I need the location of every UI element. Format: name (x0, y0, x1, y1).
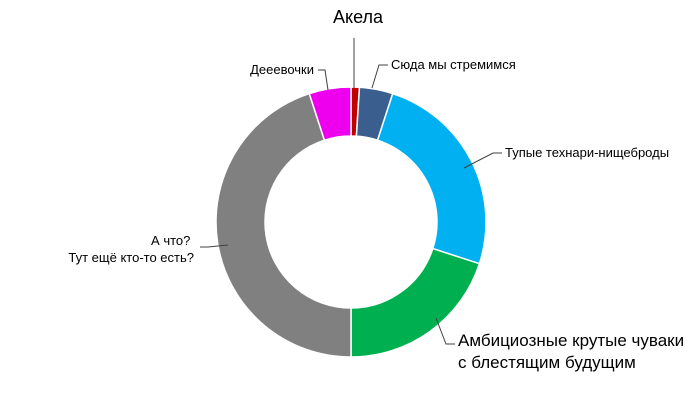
leader-line-tupye (463, 152, 502, 169)
donut-slices (215, 86, 487, 358)
leader-lines (200, 38, 502, 345)
label-tupye-tekhnari: Тупые технари-нищеброды (505, 145, 669, 160)
label-ambitsioznye-chuvaki: Амбициозные крутые чуваки с блестящим бу… (458, 331, 689, 372)
label-a-chto: А что? Тут ещё кто-то есть? (68, 233, 194, 265)
leader-line-ambitsioznye (435, 317, 455, 345)
donut-slice-5 (308, 86, 352, 142)
donut-slice-4 (215, 92, 352, 358)
label-akela: Акела (333, 7, 384, 27)
leader-line-a-chto (200, 244, 229, 248)
leader-line-syuda (371, 64, 388, 89)
donut-slice-2 (376, 92, 487, 265)
label-syuda-my-stremimsya: Сюда мы стремимся (391, 57, 516, 72)
label-deeevochki: Дееевочки (250, 62, 314, 77)
leader-line-deeevochki (318, 69, 329, 91)
